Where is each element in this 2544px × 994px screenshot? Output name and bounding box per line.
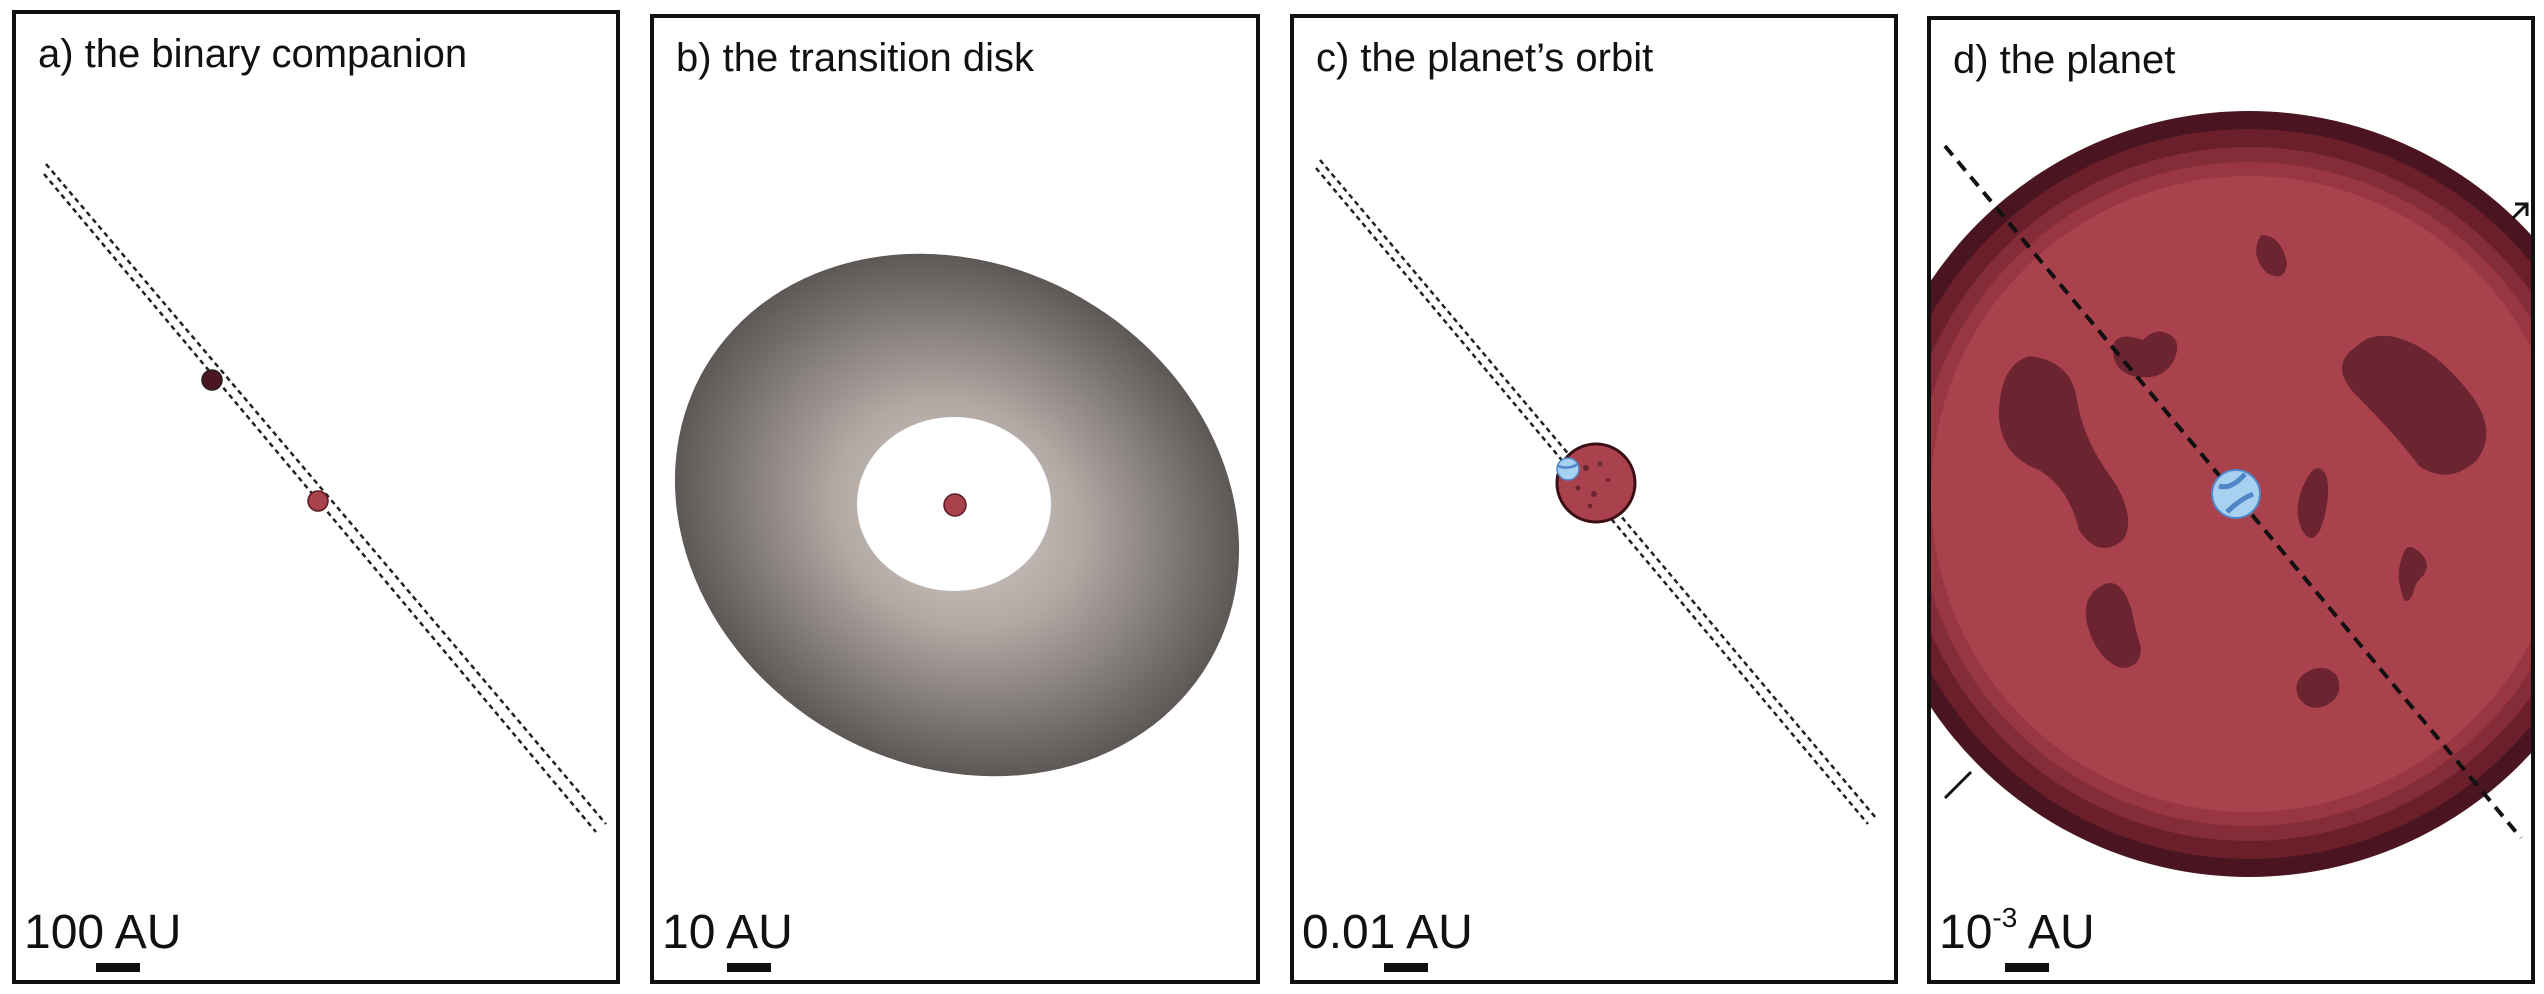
moon xyxy=(1556,457,1580,481)
orbit-line xyxy=(43,173,597,833)
moon xyxy=(2211,469,2261,519)
panel-planet: d) the planet 10-3 AU xyxy=(1927,16,2535,984)
panel-title: c) the planet’s orbit xyxy=(1316,36,1654,80)
planet xyxy=(1555,442,1637,524)
scale-base: 10 xyxy=(1939,906,1993,959)
scale-label: 10 AU xyxy=(662,906,793,959)
scale-label: 100 AU xyxy=(24,906,182,959)
arrow-icon xyxy=(2511,202,2529,220)
scale-exponent: -3 xyxy=(1992,902,2018,933)
panel-title: b) the transition disk xyxy=(676,36,1034,80)
scale-unit: AU xyxy=(2017,906,2095,959)
central-planet xyxy=(943,493,967,517)
scale-label: 10-3 AU xyxy=(1939,902,2095,960)
planet-orbit-diagram xyxy=(1315,159,1877,825)
planet-spots xyxy=(1999,235,2487,708)
panel-binary-companion: a) the binary companion 100 AU xyxy=(12,10,620,984)
transition-disk-diagram xyxy=(674,253,1240,777)
moon-stripe xyxy=(1557,462,1579,469)
companion-star xyxy=(201,369,223,391)
scale-bar xyxy=(727,963,771,972)
panel-planet-orbit: c) the planet’s orbit 0.01 AU xyxy=(1290,14,1898,984)
scale-label: 0.01 AU xyxy=(1302,906,1473,959)
pointer-line xyxy=(1943,770,1973,800)
planet-diagram xyxy=(1931,111,2531,877)
binary-orbit-diagram xyxy=(43,163,607,833)
panel-title: a) the binary companion xyxy=(38,32,468,76)
orbit-line xyxy=(1315,167,1869,825)
moon-stripe xyxy=(2218,472,2247,490)
scale-bar xyxy=(1384,963,1428,972)
host-planet xyxy=(307,490,329,512)
planet-spots xyxy=(1575,461,1610,509)
panel-transition-disk: b) the transition disk 10 AU xyxy=(650,14,1260,984)
panel-title: d) the planet xyxy=(1953,38,2176,82)
scale-bar xyxy=(96,963,140,972)
scale-bar xyxy=(2005,963,2049,972)
moon-stripe xyxy=(2225,491,2255,514)
